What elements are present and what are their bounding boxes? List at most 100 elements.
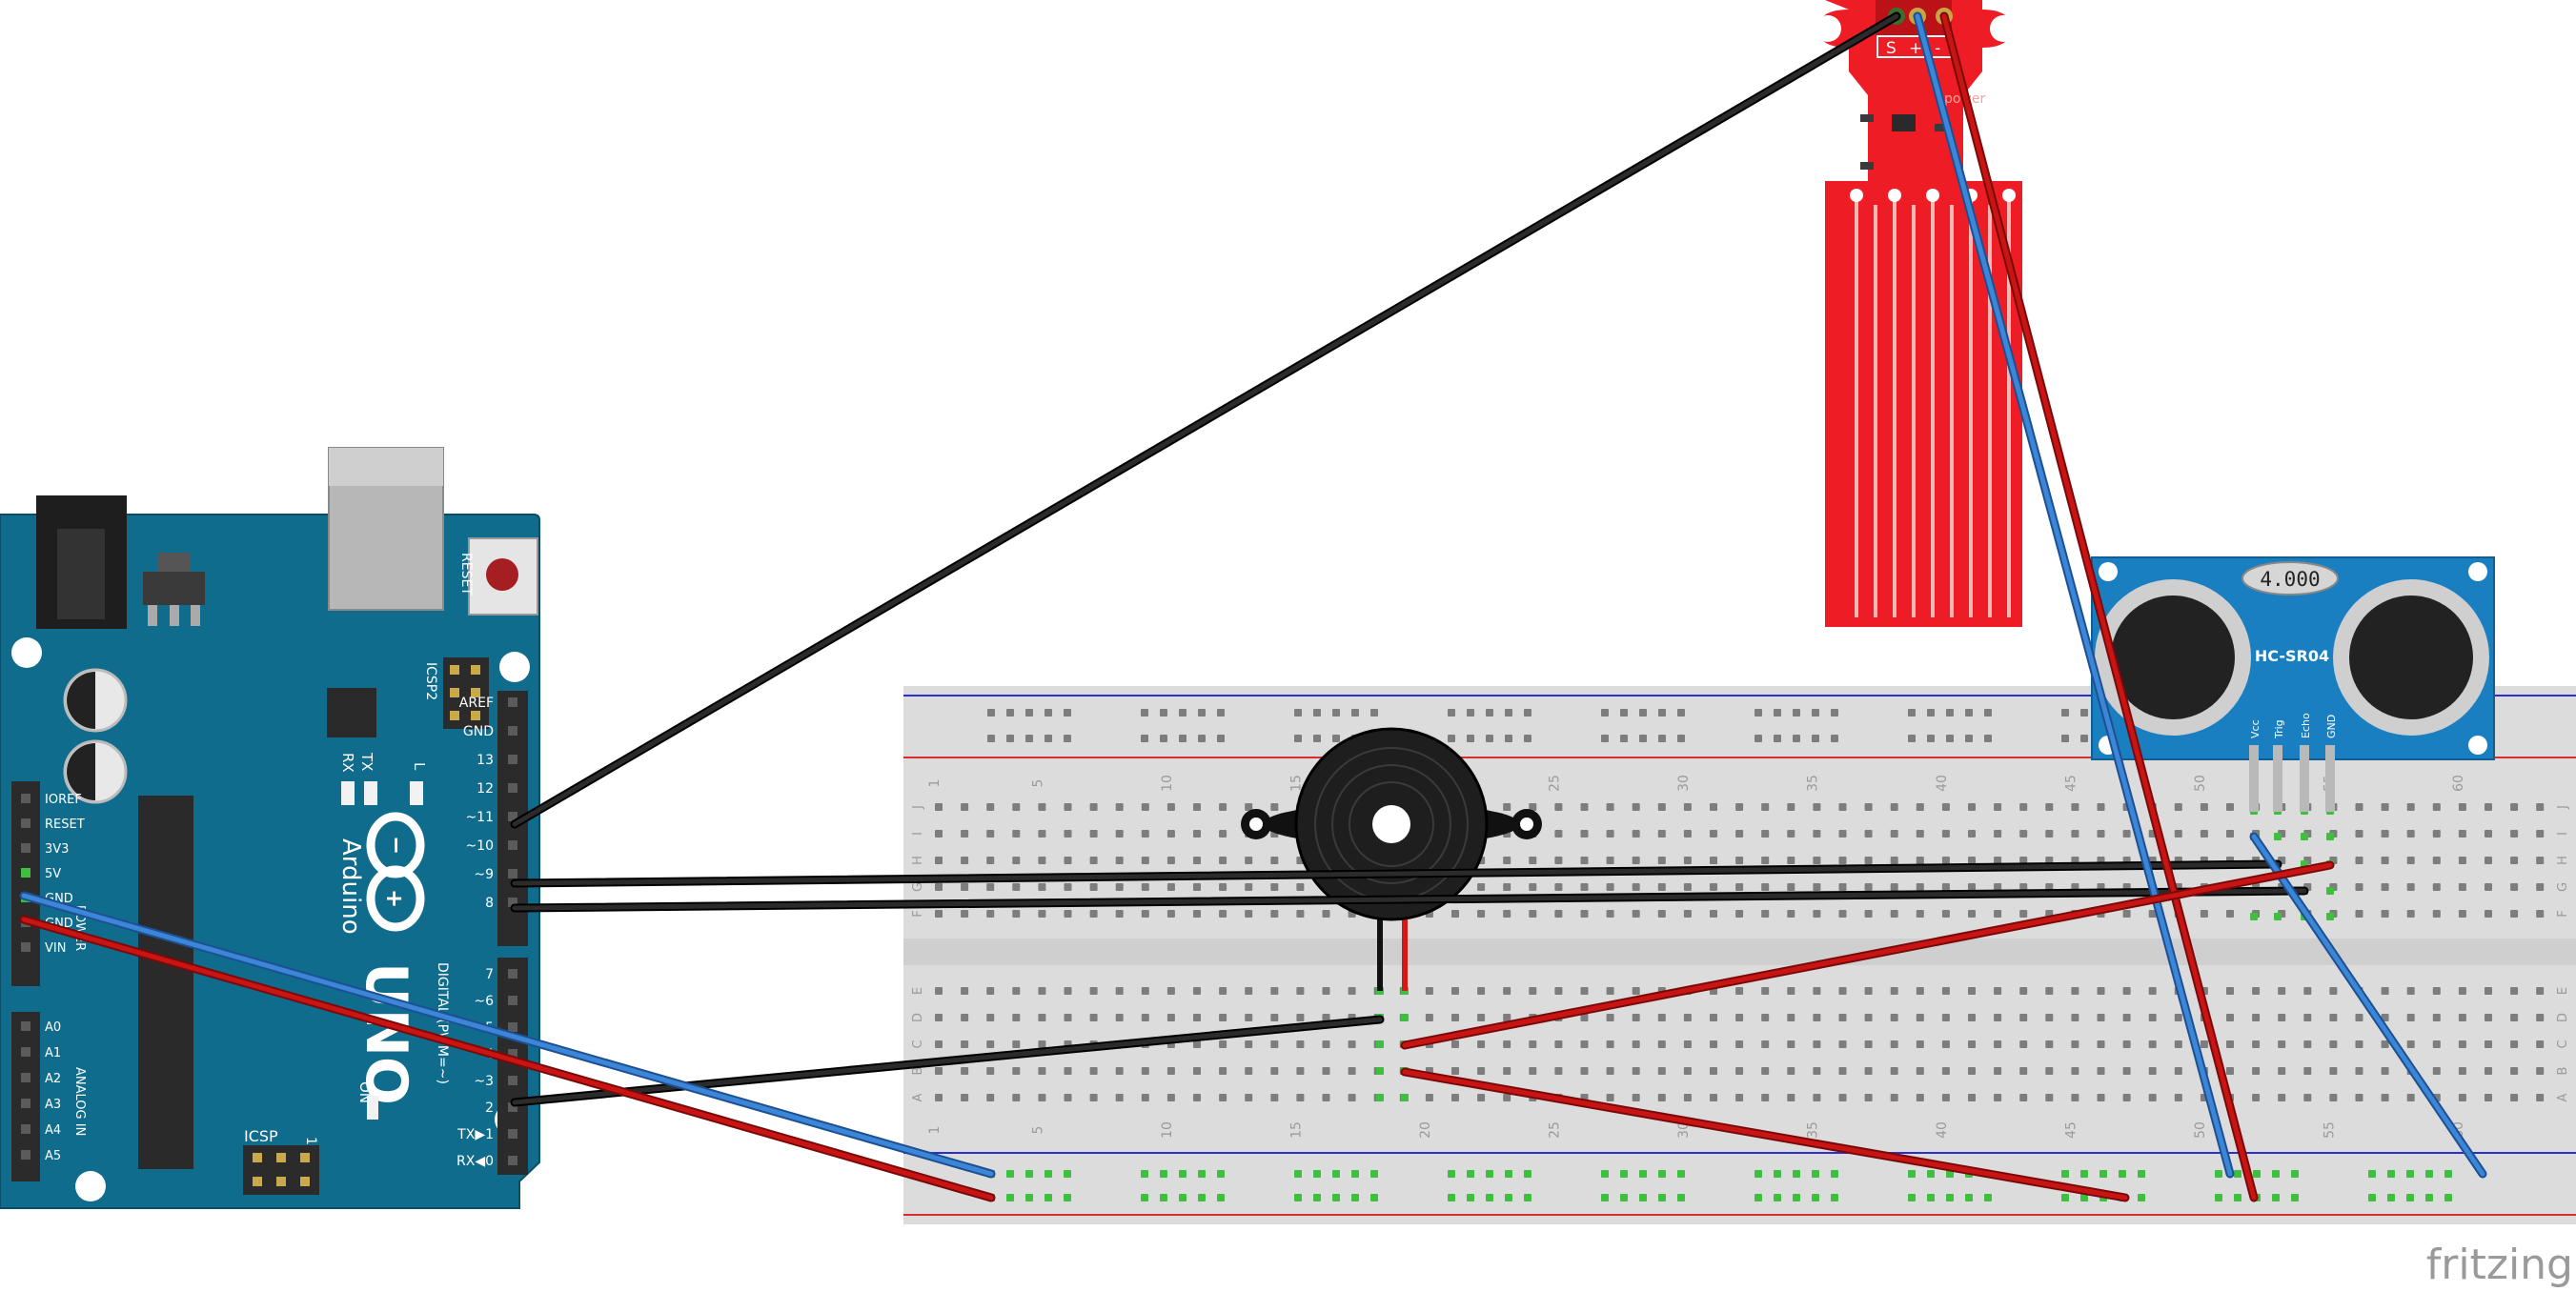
rail-hole[interactable] bbox=[1908, 1194, 1916, 1201]
breadboard-hole[interactable] bbox=[1890, 910, 1898, 918]
rail-hole[interactable] bbox=[1141, 735, 1148, 742]
rail-hole[interactable] bbox=[1294, 1170, 1302, 1178]
breadboard-hole[interactable] bbox=[2122, 1014, 2131, 1021]
breadboard-hole[interactable] bbox=[1477, 1094, 1486, 1101]
breadboard-hole[interactable] bbox=[2406, 830, 2415, 838]
rail-hole[interactable] bbox=[1620, 709, 1628, 717]
breadboard-hole[interactable] bbox=[1477, 1014, 1486, 1021]
breadboard-hole[interactable] bbox=[1012, 1094, 1021, 1101]
breadboard-hole[interactable] bbox=[1219, 803, 1227, 811]
rail-hole[interactable] bbox=[1774, 1170, 1781, 1178]
breadboard-hole[interactable] bbox=[1994, 883, 2002, 891]
rail-hole[interactable] bbox=[2138, 1170, 2145, 1178]
breadboard-hole[interactable] bbox=[2536, 1040, 2545, 1048]
breadboard-hole[interactable] bbox=[1270, 987, 1279, 995]
breadboard-hole[interactable] bbox=[1503, 1067, 1511, 1075]
breadboard-hole[interactable] bbox=[1529, 1067, 1537, 1075]
breadboard-hole[interactable] bbox=[1477, 910, 1486, 918]
breadboard-hole[interactable] bbox=[1529, 1040, 1537, 1048]
breadboard-hole[interactable] bbox=[1657, 1040, 1666, 1048]
breadboard-hole[interactable] bbox=[1296, 910, 1305, 918]
rail-hole[interactable] bbox=[1370, 1194, 1378, 1201]
breadboard-hole[interactable] bbox=[1296, 1040, 1305, 1048]
rail-hole[interactable] bbox=[1601, 709, 1609, 717]
breadboard-hole[interactable] bbox=[2381, 883, 2389, 891]
breadboard-hole[interactable] bbox=[2148, 910, 2157, 918]
breadboard-hole[interactable] bbox=[1787, 910, 1795, 918]
breadboard-hole[interactable] bbox=[935, 803, 943, 811]
breadboard-hole[interactable] bbox=[2071, 1040, 2079, 1048]
breadboard-hole[interactable] bbox=[961, 883, 969, 891]
breadboard-hole[interactable] bbox=[2148, 987, 2157, 995]
breadboard-hole[interactable] bbox=[1787, 987, 1795, 995]
breadboard-hole[interactable] bbox=[2536, 857, 2545, 864]
breadboard-hole[interactable] bbox=[2381, 1094, 2389, 1101]
breadboard-hole[interactable] bbox=[2045, 830, 2054, 838]
breadboard-hole[interactable] bbox=[2458, 1014, 2466, 1021]
rail-hole[interactable] bbox=[1658, 1170, 1666, 1178]
rail-hole[interactable] bbox=[1351, 1170, 1359, 1178]
breadboard-hole[interactable] bbox=[1994, 830, 2002, 838]
breadboard-hole[interactable] bbox=[2303, 1067, 2312, 1075]
rail-hole[interactable] bbox=[1946, 709, 1954, 717]
rail-hole[interactable] bbox=[1370, 1170, 1378, 1178]
breadboard-hole[interactable] bbox=[1219, 987, 1227, 995]
breadboard-hole[interactable] bbox=[1166, 803, 1175, 811]
breadboard-hole[interactable] bbox=[1632, 857, 1640, 864]
breadboard-hole[interactable] bbox=[1451, 987, 1459, 995]
breadboard-hole[interactable] bbox=[1710, 1067, 1717, 1075]
breadboard-hole[interactable] bbox=[1916, 987, 1924, 995]
breadboard-hole[interactable] bbox=[2148, 1067, 2157, 1075]
rail-hole[interactable] bbox=[1831, 1194, 1838, 1201]
breadboard-hole[interactable] bbox=[961, 830, 969, 838]
breadboard-hole[interactable] bbox=[1322, 910, 1330, 918]
rail-hole[interactable] bbox=[1025, 709, 1033, 717]
breadboard-hole[interactable] bbox=[1296, 987, 1305, 995]
breadboard-hole[interactable] bbox=[1451, 1094, 1459, 1101]
rail-hole[interactable] bbox=[1486, 709, 1493, 717]
breadboard-hole[interactable] bbox=[2174, 1040, 2182, 1048]
rail-hole[interactable] bbox=[1160, 709, 1167, 717]
breadboard-hole[interactable] bbox=[1503, 987, 1511, 995]
rail-hole[interactable] bbox=[987, 735, 995, 742]
rail-hole[interactable] bbox=[1217, 709, 1225, 717]
breadboard-hole[interactable] bbox=[1632, 1067, 1640, 1075]
rail-hole[interactable] bbox=[1045, 1194, 1052, 1201]
breadboard-hole[interactable] bbox=[1683, 1040, 1692, 1048]
breadboard-hole[interactable] bbox=[2200, 910, 2208, 918]
breadboard-hole[interactable] bbox=[1890, 1067, 1898, 1075]
breadboard-hole[interactable] bbox=[1813, 830, 1821, 838]
breadboard-hole[interactable] bbox=[2019, 1040, 2028, 1048]
breadboard-hole[interactable] bbox=[1864, 910, 1873, 918]
breadboard-hole[interactable] bbox=[1632, 803, 1640, 811]
breadboard-hole[interactable] bbox=[2097, 1040, 2105, 1048]
breadboard-hole[interactable] bbox=[2122, 987, 2131, 995]
breadboard-hole[interactable] bbox=[1012, 857, 1021, 864]
breadboard-hole[interactable] bbox=[1710, 1094, 1717, 1101]
rail-hole[interactable] bbox=[1313, 735, 1321, 742]
header-pin[interactable] bbox=[21, 868, 30, 878]
breadboard-hole[interactable] bbox=[2510, 857, 2519, 864]
header-pin[interactable] bbox=[21, 1124, 30, 1134]
breadboard-hole[interactable] bbox=[1580, 1040, 1589, 1048]
breadboard-hole[interactable] bbox=[935, 1094, 943, 1101]
breadboard-hole[interactable] bbox=[1451, 1040, 1459, 1048]
breadboard-hole[interactable] bbox=[1864, 1094, 1873, 1101]
rail-hole[interactable] bbox=[1064, 1194, 1071, 1201]
breadboard-hole[interactable] bbox=[1813, 1040, 1821, 1048]
breadboard-hole[interactable] bbox=[1038, 910, 1046, 918]
breadboard-hole[interactable] bbox=[2355, 857, 2363, 864]
breadboard-hole[interactable] bbox=[1012, 803, 1021, 811]
breadboard-hole[interactable] bbox=[1735, 830, 1744, 838]
breadboard-hole[interactable] bbox=[2045, 803, 2054, 811]
breadboard-hole[interactable] bbox=[2381, 1040, 2389, 1048]
breadboard-hole[interactable] bbox=[2122, 1094, 2131, 1101]
breadboard-hole[interactable] bbox=[935, 857, 943, 864]
breadboard-hole[interactable] bbox=[986, 857, 995, 864]
breadboard-hole[interactable] bbox=[1890, 830, 1898, 838]
breadboard-hole[interactable] bbox=[1012, 1014, 1021, 1021]
rail-hole[interactable] bbox=[2291, 1170, 2299, 1178]
breadboard-hole[interactable] bbox=[2485, 883, 2492, 891]
breadboard-hole[interactable] bbox=[2485, 910, 2492, 918]
breadboard-hole[interactable] bbox=[1813, 857, 1821, 864]
